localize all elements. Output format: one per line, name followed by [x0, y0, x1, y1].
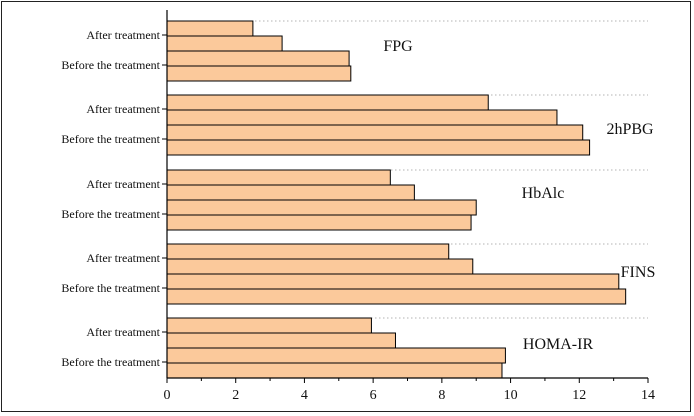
- y-tick-label: Before the treatment: [61, 207, 160, 221]
- series-group-label: HbAlc: [522, 185, 565, 202]
- series-group-label: FINS: [621, 264, 656, 281]
- bar: [166, 169, 391, 186]
- y-tick-label: After treatment: [86, 325, 160, 339]
- bar: [166, 362, 503, 379]
- bar: [166, 35, 283, 52]
- y-tick-label: Before the treatment: [61, 281, 160, 295]
- series-group-label: HOMA-IR: [523, 336, 594, 353]
- bar: [166, 50, 350, 67]
- y-tick-label: After treatment: [86, 251, 160, 265]
- y-tick-label: Before the treatment: [61, 58, 160, 72]
- bar: [166, 199, 477, 216]
- y-tick-label: Before the treatment: [61, 132, 160, 146]
- x-tick-label: 14: [641, 388, 655, 403]
- bar: [166, 20, 254, 37]
- bar: [166, 347, 506, 364]
- bar: [166, 288, 627, 305]
- bar: [166, 109, 558, 126]
- x-tick-label: 0: [164, 388, 171, 403]
- bar: [166, 124, 584, 141]
- bar: [166, 214, 472, 231]
- series-group-label: 2hPBG: [606, 121, 654, 138]
- x-tick-label: 4: [301, 388, 308, 403]
- bar: [166, 317, 372, 334]
- bar: [166, 139, 591, 156]
- y-tick-label: Before the treatment: [61, 355, 160, 369]
- x-tick-label: 8: [438, 388, 445, 403]
- x-tick-label: 6: [370, 388, 377, 403]
- y-tick-label: After treatment: [86, 28, 160, 42]
- x-tick-label: 12: [572, 388, 586, 403]
- bar: [166, 258, 474, 275]
- bar: [166, 332, 396, 349]
- bar: [166, 65, 352, 82]
- series-group-label: FPG: [383, 38, 413, 55]
- bar: [166, 243, 450, 260]
- bar: [166, 94, 489, 111]
- bar: [166, 184, 415, 201]
- y-tick-label: After treatment: [86, 177, 160, 191]
- x-tick-label: 2: [232, 388, 239, 403]
- x-tick-label: 10: [504, 388, 518, 403]
- bar: [166, 273, 620, 290]
- y-tick-label: After treatment: [86, 102, 160, 116]
